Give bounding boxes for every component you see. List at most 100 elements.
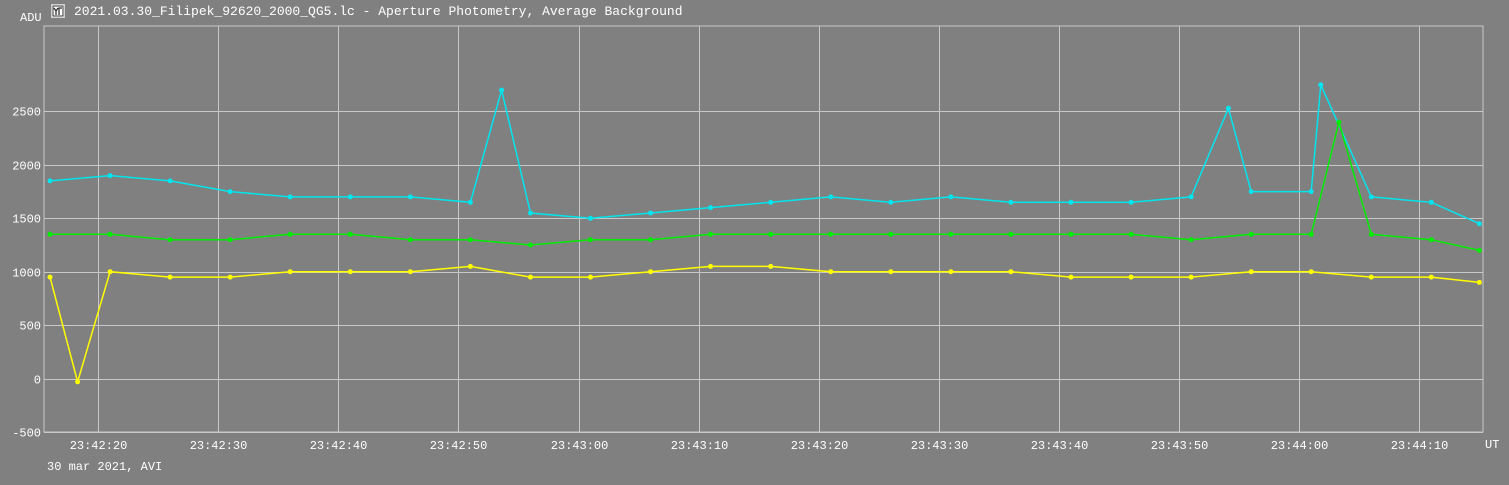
x-tick-label: 23:42:50 (430, 439, 488, 453)
series-2-point (167, 237, 173, 243)
y-tick-label: 0 (34, 374, 41, 388)
x-tick-label: 23:44:00 (1271, 439, 1329, 453)
series-1-point (1248, 189, 1254, 195)
series-2-point (768, 231, 774, 237)
x-tick-label: 23:43:10 (671, 439, 729, 453)
series-1-point (948, 194, 954, 200)
series-1-point (47, 178, 53, 184)
series-3-point (227, 274, 233, 280)
series-2-point (588, 237, 593, 243)
series-3-point (1188, 274, 1194, 280)
y-axis-label: ADU (20, 11, 42, 25)
series-3-point (47, 274, 53, 280)
series-1-point (1428, 199, 1434, 205)
series-3-line (49, 265, 1480, 385)
series-2-point (948, 231, 954, 237)
y-tick-label: 2000 (12, 160, 41, 174)
series-1-point (1308, 189, 1314, 195)
series-2-point (287, 231, 293, 237)
x-tick-label: 23:44:10 (1391, 439, 1449, 453)
series-3-point (75, 379, 81, 385)
x-tick-label: 23:43:20 (791, 439, 849, 453)
x-tick-label: 23:43:30 (911, 439, 969, 453)
series-1-point (107, 173, 113, 179)
app-icon (51, 4, 65, 18)
series-1-point (1128, 199, 1134, 205)
series-1-point (648, 210, 654, 216)
series-2-point (107, 231, 113, 237)
series-3-point (1308, 269, 1314, 275)
y-tick-label: 500 (19, 320, 41, 334)
window-title: 2021.03.30_Filipek_92620_2000_QG5.lc - A… (74, 4, 683, 19)
series-2-point (528, 242, 533, 248)
series-2-point (648, 237, 654, 243)
x-tick-label: 23:43:50 (1151, 439, 1209, 453)
series-1-point (407, 194, 413, 200)
y-tick-label: 1000 (12, 267, 41, 281)
series-1-point (227, 189, 233, 195)
series-3-point (1428, 274, 1434, 280)
series-2-line (50, 119, 1480, 252)
series-3-point (347, 269, 353, 275)
series-1-point (708, 205, 714, 211)
series-1-point (1368, 194, 1374, 200)
date-caption: 30 mar 2021, AVI (47, 460, 163, 474)
x-axis-label: UT (1485, 438, 1500, 452)
series-2-point (708, 231, 714, 237)
x-tick-label: 23:43:40 (1031, 439, 1089, 453)
x-tick-label: 23:42:20 (70, 439, 128, 453)
series-3-point (888, 269, 894, 275)
series-3-point (528, 274, 533, 280)
series-1-point (1188, 194, 1194, 200)
series-2-point (407, 237, 413, 243)
series-1-line (49, 81, 1480, 225)
series-2-point (1248, 231, 1254, 237)
x-tick-label: 23:42:30 (190, 439, 248, 453)
series-3-point (828, 269, 834, 275)
series-3-point (107, 269, 113, 275)
series-3-point (287, 269, 293, 275)
plot-frame (43, 25, 1484, 433)
series-2-point (1128, 231, 1134, 237)
series-1-point (768, 199, 774, 205)
series-2-point (227, 237, 233, 243)
series-3-point (1008, 269, 1014, 275)
series-1-point (467, 199, 473, 205)
y-tick-label: 2500 (12, 106, 41, 120)
series-3-point (948, 269, 954, 275)
series-1-point (528, 210, 533, 216)
y-tick-label: -500 (12, 427, 41, 441)
series-2-point (1368, 231, 1374, 237)
series-1-point (1008, 199, 1014, 205)
series-1-point (1068, 199, 1074, 205)
series-3-point (407, 269, 413, 275)
x-tick-label: 23:43:00 (551, 439, 609, 453)
series-3-point (1476, 279, 1482, 285)
series-2-point (1008, 231, 1014, 237)
y-tick-label: 1500 (12, 213, 41, 227)
series-3-point (648, 269, 654, 275)
series-3-point (708, 263, 714, 269)
series-1-point (1225, 105, 1231, 111)
series-1-point (167, 178, 173, 184)
series-3-point (588, 274, 593, 280)
series-1-point (828, 194, 834, 200)
series-3-point (467, 263, 473, 269)
series-3-point (167, 274, 173, 280)
series-3-point (1128, 274, 1134, 280)
series-1-point (1318, 82, 1324, 88)
series-2-point (888, 231, 894, 237)
series-2-point (1476, 247, 1482, 253)
series-3-point (1368, 274, 1374, 280)
series-2-point (47, 231, 53, 237)
series-2-point (828, 231, 834, 237)
series-1-point (347, 194, 353, 200)
series-2-point (1336, 119, 1342, 125)
series-3-point (768, 263, 774, 269)
series-2-point (467, 237, 473, 243)
series-1-point (1476, 221, 1482, 227)
series-2-point (1428, 237, 1434, 243)
series-3-point (1248, 269, 1254, 275)
series-2-point (1188, 237, 1194, 243)
